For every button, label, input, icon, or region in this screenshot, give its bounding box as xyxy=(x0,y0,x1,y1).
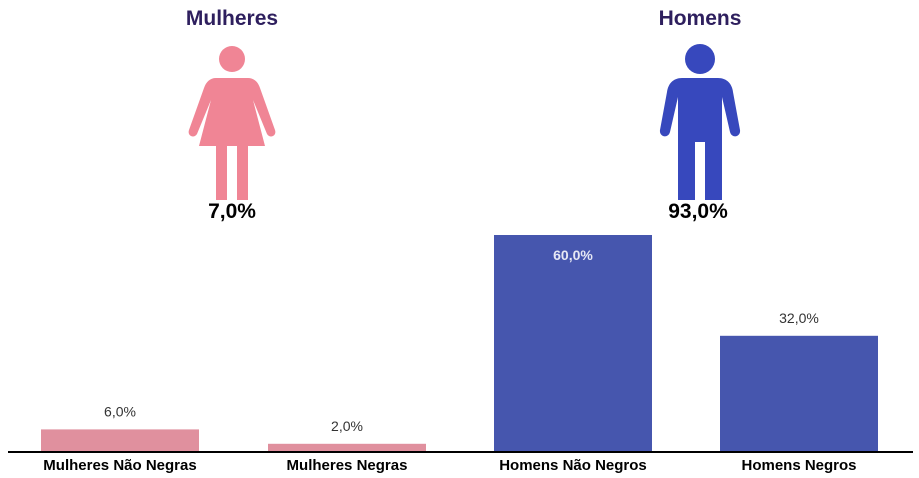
bar-1 xyxy=(41,429,199,451)
category-label-2: Mulheres Negras xyxy=(287,457,408,474)
bar-2 xyxy=(268,443,426,451)
men-group-title: Homens xyxy=(658,7,742,30)
male-person-icon xyxy=(659,44,741,200)
labels-layer: 6,0% Mulheres Não Negras 2,0% Mulheres Negr… xyxy=(43,247,856,474)
bar-4 xyxy=(720,335,878,451)
bar-3 xyxy=(494,235,652,451)
women-group-title: Mulheres xyxy=(185,7,279,30)
value-label-2: 2,0% xyxy=(331,418,363,434)
women-total-percent: 7,0% xyxy=(208,200,256,223)
value-label-1: 6,0% xyxy=(104,403,136,419)
category-label-4: Homens Negros xyxy=(741,457,856,474)
category-label-1: Mulheres Não Negras xyxy=(43,457,196,474)
value-label-4: 32,0% xyxy=(779,310,819,326)
category-label-3: Homens Não Negros xyxy=(499,457,647,474)
men-total-percent: 93,0% xyxy=(668,200,728,223)
bars-layer xyxy=(41,235,878,451)
female-person-icon xyxy=(188,46,276,200)
value-label-3: 60,0% xyxy=(553,247,593,263)
